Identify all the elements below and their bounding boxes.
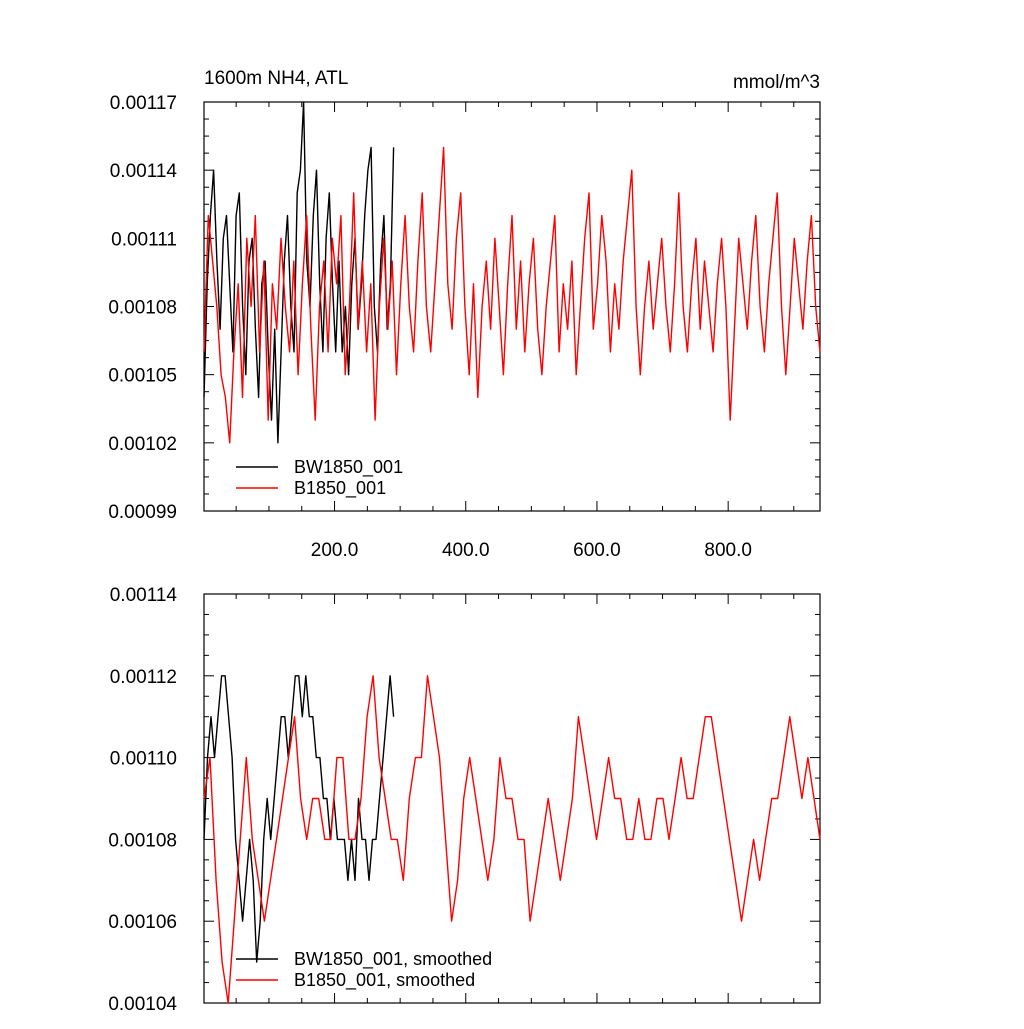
y-tick-label: 0.00105 bbox=[108, 366, 177, 387]
legend-label: BW1850_001 bbox=[294, 457, 403, 478]
legend-label: BW1850_001, smoothed bbox=[294, 949, 492, 970]
y-tick-label: 0.00111 bbox=[111, 229, 177, 250]
y-tick-label: 0.00114 bbox=[110, 585, 178, 606]
x-tick-label: 600.0 bbox=[573, 540, 621, 561]
plot-frame bbox=[203, 101, 821, 512]
legend-label: B1850_001 bbox=[294, 478, 386, 499]
x-tick-label: 800.0 bbox=[704, 540, 752, 561]
x-tick-label: 400.0 bbox=[442, 540, 490, 561]
series-line-black bbox=[203, 675, 395, 963]
top-panel: 200.0 400.0 600.0 800.0 0.00099 0.00102 0.0010… bbox=[108, 68, 821, 561]
x-tick-label: 200.0 bbox=[311, 540, 359, 561]
series-line-red bbox=[203, 146, 821, 444]
y-tick-label: 0.00102 bbox=[108, 434, 177, 455]
series-line-red bbox=[203, 675, 821, 1004]
y-tick-label: 0.00108 bbox=[108, 298, 177, 319]
legend-label: B1850_001, smoothed bbox=[294, 970, 475, 991]
y-tick-label: 0.00117 bbox=[110, 93, 177, 114]
units-label: mmol/m^3 bbox=[733, 72, 820, 93]
y-tick-label: 0.00104 bbox=[108, 994, 177, 1015]
y-tick-label: 0.00114 bbox=[110, 161, 178, 182]
y-tick-label: 0.00110 bbox=[110, 749, 177, 770]
y-tick-label: 0.00112 bbox=[110, 667, 177, 688]
y-tick-label: 0.00099 bbox=[108, 502, 177, 523]
y-tick-label: 0.00106 bbox=[108, 912, 177, 933]
y-tick-label: 0.00108 bbox=[108, 830, 177, 851]
bottom-panel: 0.00104 0.00106 0.00108 0.00110 0.00112 0.001… bbox=[108, 585, 821, 1015]
chart-title: 1600m NH4, ATL bbox=[204, 68, 348, 89]
